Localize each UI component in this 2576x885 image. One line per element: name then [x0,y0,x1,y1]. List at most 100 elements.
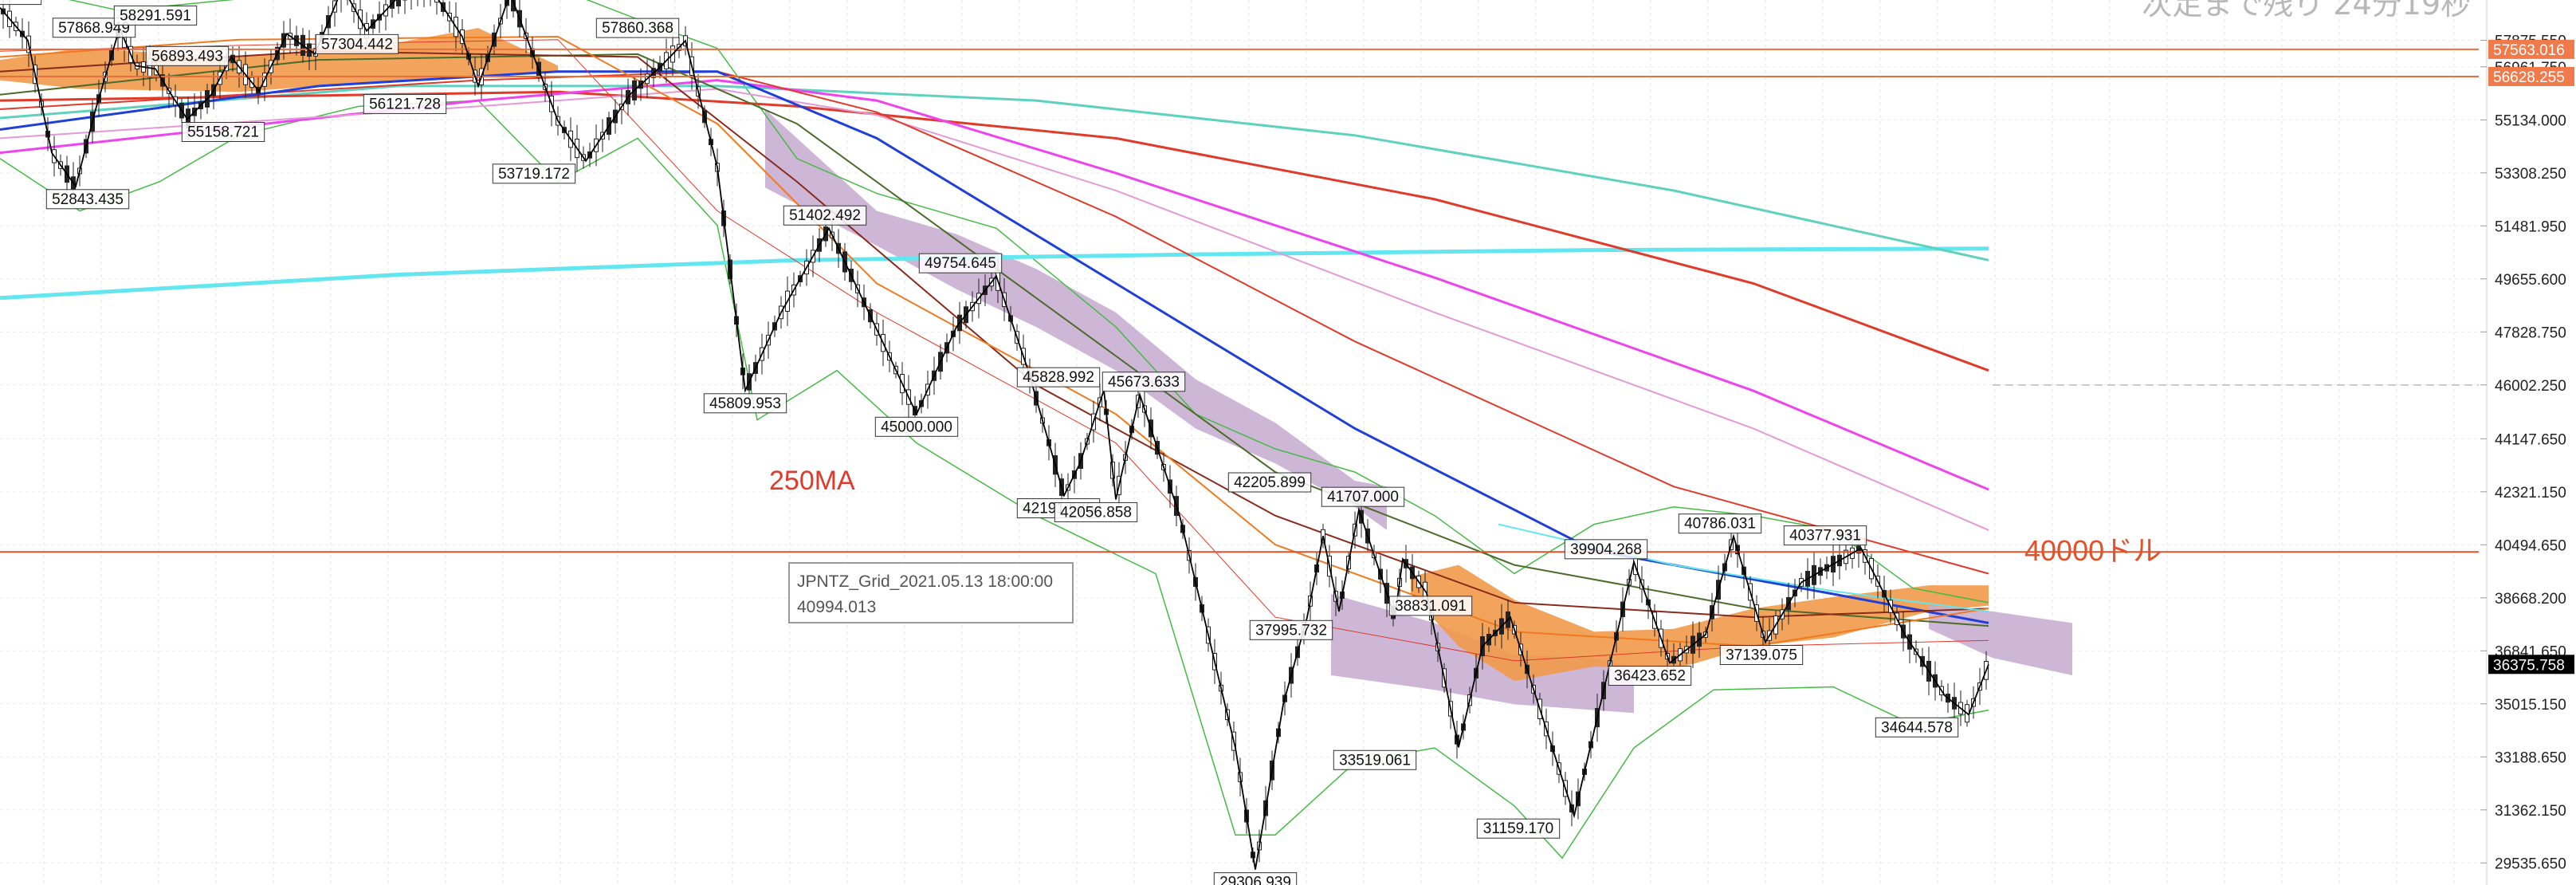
swing-label-text: 56121.728 [369,96,441,112]
swing-label-text: 57304.442 [321,36,393,53]
price-tick-label: 55134.000 [2495,112,2566,129]
swing-label-box [1054,502,1138,522]
swing-label: 56893.493 [145,45,230,66]
moving-average-line [0,88,1989,531]
swing-label-text: 45673.633 [1108,374,1180,391]
swing-label-text: 37995.732 [1255,622,1327,639]
swing-label-text: 37139.075 [1726,647,1797,663]
swing-label-box [0,0,42,6]
swing-label-box [595,18,680,38]
swing-label-text: 38831.091 [1395,598,1467,615]
swing-label: 29306.939 [1213,872,1298,885]
countdown-text: 次足まで残り 24分19秒 [2142,0,2471,22]
swing-label-text: 49754.645 [925,255,996,272]
moving-average-line [0,79,1989,491]
swing-label: 51402.492 [783,205,867,226]
swing-label-box [1249,620,1333,640]
swing-label-box [492,163,576,184]
swing-label: 37139.075 [1719,644,1804,665]
price-tick-label: 31362.150 [2495,803,2566,820]
swing-label-box [1227,472,1312,493]
swing-label-text: 31159.170 [1483,820,1553,837]
cloud-bearish [1929,605,2072,675]
swing-label-text: 52843.435 [52,191,124,208]
price-tick-label: 38668.200 [2495,591,2566,608]
price-axis[interactable]: 57875.55056961.75055134.00053308.2505148… [2480,0,2574,885]
swing-label-box [874,416,959,437]
swing-label-text: 58291.591 [120,7,191,24]
swing-label: 58291.591 [113,5,198,26]
price-tag-label: 36375.758 [2493,657,2565,674]
swing-label: 57304.442 [315,33,399,54]
swing-label-box [181,121,265,142]
candle-body [396,0,401,7]
swing-label-text: 42056.858 [1060,504,1132,521]
candle-body [434,0,439,3]
swing-label: 58300.000 [0,0,42,6]
swing-label: 42056.858 [1054,502,1138,522]
swing-label-box [315,33,399,54]
price-tick-label: 49655.600 [2495,272,2566,289]
moving-average-line [0,70,1989,575]
swing-label-text: 45809.953 [709,395,781,412]
swing-label-box [703,393,787,414]
swing-label-box [1016,367,1101,387]
swing-label-text: 53719.172 [498,166,570,183]
swing-label-box [783,205,867,226]
swing-label-box [1678,513,1762,534]
swing-label: 40377.931 [1783,525,1867,546]
swing-label-box [363,93,447,114]
price-tag [2488,655,2574,675]
swing-label: 39904.268 [1564,539,1648,560]
swing-label: 31159.170 [1476,818,1561,839]
swing-label-text: 29306.939 [1219,875,1291,885]
swing-label-text: 57868.949 [58,20,130,37]
swing-label-box [1388,596,1473,616]
swing-label-box [1783,525,1867,546]
ma-annotation: 250MA [769,466,855,496]
moving-average-line [0,85,1989,262]
grid-layer [0,0,2479,885]
swing-label-text: 55158.721 [187,124,259,140]
price-tick-label: 51481.950 [2495,218,2566,235]
swing-label: 45000.000 [874,416,959,437]
swing-label: 40786.031 [1678,513,1762,534]
swing-label: 34644.578 [1875,717,1959,738]
zigzag-layer [0,0,1989,870]
swing-label: 36423.652 [1608,666,1692,686]
price-tick-label: 29535.650 [2495,856,2566,872]
swing-label-text: 45828.992 [1023,369,1094,386]
swing-label: 41707.000 [1321,486,1405,507]
swing-label-text: 42205.899 [1234,474,1306,491]
swing-label-box [145,45,230,66]
swing-label: 37995.732 [1249,620,1333,640]
swing-label: 42205.899 [1227,472,1312,493]
swing-label-box [1101,372,1186,392]
swing-label-text: 40786.031 [1684,516,1756,533]
zigzag-line [0,0,1989,870]
swing-label: 52843.435 [45,189,130,210]
candle-body [511,0,516,12]
swing-label-box [1333,749,1417,770]
price-tick-label: 53308.250 [2495,166,2566,183]
tooltip: JPNTZ_Grid_2021.05.13 18:00:00 40994.013 [788,562,1074,623]
swing-label: 49754.645 [918,253,1003,273]
swing-label: 33519.061 [1333,749,1417,770]
tooltip-title: JPNTZ_Grid_2021.05.13 18:00:00 [797,572,1053,591]
swing-label-text: 57860.368 [602,20,673,37]
level-annotation: 40000ドル [2024,534,2162,567]
swing-label: 45828.992 [1016,367,1101,387]
swing-label-box [1321,486,1405,507]
swing-label-text: 36423.652 [1614,668,1686,685]
horizontal-line-layer [0,48,2479,553]
price-tag [2488,39,2574,59]
tooltip-box [788,562,1074,623]
price-tick-label: 44147.650 [2495,431,2566,448]
swing-label: 57860.368 [595,18,680,38]
price-tick-label: 42321.150 [2495,485,2566,502]
swing-label-text: 58300.000 [0,0,36,4]
swing-label-text: 45000.000 [881,419,952,435]
